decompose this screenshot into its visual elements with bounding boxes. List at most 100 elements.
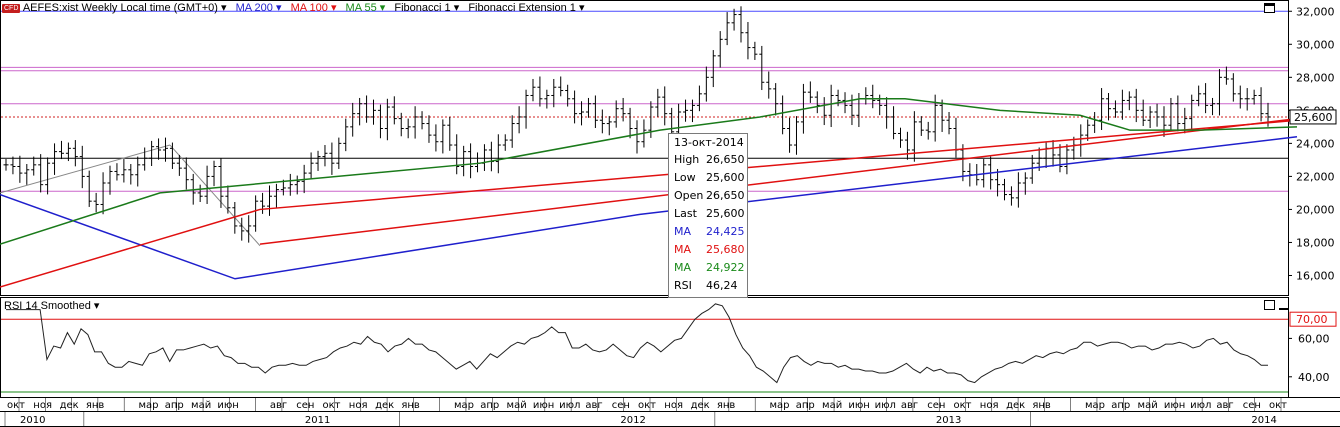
fibonacci-ext-label[interactable]: Fibonacci Extension 1 bbox=[468, 2, 576, 14]
tooltip-row: Open 26,650 bbox=[669, 189, 747, 205]
ma200-dropdown-icon[interactable]: ▾ bbox=[275, 2, 282, 14]
x-month-label: июл bbox=[875, 400, 896, 411]
tooltip-row: MA 25,680 bbox=[669, 243, 747, 259]
fibonacci-ext-line bbox=[169, 144, 261, 247]
tooltip-row: Low 25,600 bbox=[669, 171, 747, 187]
tooltip-label: Open bbox=[674, 189, 704, 202]
tooltip-row: High 26,650 bbox=[669, 153, 747, 169]
x-month-label: дек bbox=[1006, 400, 1025, 411]
x-year-label: 2014 bbox=[1251, 415, 1276, 426]
x-month-label: сен bbox=[612, 400, 630, 411]
tooltip-value: 26,650 bbox=[706, 189, 745, 202]
x-month-label: янв bbox=[1032, 400, 1051, 411]
x-year-label: 2012 bbox=[620, 415, 645, 426]
tooltip-row: RSI 46,24 bbox=[669, 279, 747, 295]
data-tooltip: 13-окт-2014 High 26,650 Low 25,600 Open 26,65… bbox=[668, 133, 748, 298]
tooltip-label: Last bbox=[674, 207, 697, 220]
x-month-label: дек bbox=[691, 400, 710, 411]
y-tick-label: 20,000 bbox=[1296, 203, 1335, 216]
price-plot: 16,00018,00020,00022,00024,00026,00028,0… bbox=[0, 5, 1337, 288]
x-month-label: июл bbox=[559, 400, 580, 411]
tooltip-date: 13-окт-2014 bbox=[674, 136, 744, 149]
x-month-label: май bbox=[1138, 400, 1158, 411]
tooltip-label: MA bbox=[674, 243, 692, 256]
y-tick-label: 24,000 bbox=[1296, 137, 1335, 150]
rsi-plot: 40,00 60,00 70,00 bbox=[1, 303, 1337, 393]
x-month-label: июн bbox=[848, 400, 869, 411]
ma100-label[interactable]: MA 100 bbox=[290, 2, 328, 14]
last-price-label: 25,600 bbox=[1294, 111, 1333, 124]
ma55-label[interactable]: MA 55 bbox=[345, 2, 377, 14]
rsi-maximize-button[interactable] bbox=[1264, 300, 1275, 310]
tooltip-value: 46,24 bbox=[706, 279, 738, 292]
tooltip-label: RSI bbox=[674, 279, 692, 292]
rsi-line bbox=[6, 303, 1268, 384]
ma100-dropdown-icon[interactable]: ▾ bbox=[330, 2, 337, 14]
x-month-label: янв bbox=[717, 400, 736, 411]
rsi-label[interactable]: RSI 14 Smoothed bbox=[4, 300, 91, 312]
x-month-label: июн bbox=[1164, 400, 1185, 411]
x-axis: окт ноя дек янв мар апр май июн авг сен окт ноя дек я… bbox=[4, 398, 1287, 426]
rsi-70-box bbox=[1289, 311, 1337, 327]
x-month-label: янв bbox=[401, 400, 420, 411]
y-tick-label: 16,000 bbox=[1296, 269, 1335, 282]
tooltip-row: Last 25,600 bbox=[669, 207, 747, 223]
x-month-label: мар bbox=[1085, 400, 1105, 411]
x-month-label: окт bbox=[323, 400, 341, 411]
symbol-title[interactable]: AEFES:xist Weekly Local time (GMT+0) bbox=[22, 2, 218, 14]
x-month-label: ноя bbox=[33, 400, 52, 411]
ma200-line bbox=[0, 136, 1298, 280]
x-month-label: апр bbox=[480, 400, 499, 411]
x-month-label: дек bbox=[375, 400, 394, 411]
tooltip-value: 25,680 bbox=[706, 243, 745, 256]
x-month-label: окт bbox=[954, 400, 972, 411]
x-month-label: авг bbox=[901, 400, 918, 411]
ma100-line bbox=[0, 119, 1298, 288]
symbol-dropdown-icon[interactable]: ▾ bbox=[221, 2, 227, 14]
tooltip-value: 24,425 bbox=[706, 225, 745, 238]
x-month-label: авг bbox=[270, 400, 287, 411]
rsi-y-tick-label: 40,00 bbox=[1298, 371, 1330, 384]
x-year-label: 2013 bbox=[936, 415, 961, 426]
x-month-label: янв bbox=[86, 400, 105, 411]
y-tick-label: 22,000 bbox=[1296, 170, 1335, 183]
cfd-badge: CFD bbox=[2, 4, 21, 13]
tooltip-label: MA bbox=[674, 225, 692, 238]
x-year-label: 2011 bbox=[305, 415, 330, 426]
ma55-line bbox=[0, 98, 1298, 245]
x-month-label: авг bbox=[585, 400, 602, 411]
fibonacci-line bbox=[0, 144, 171, 194]
rsi-y-tick-label: 60,00 bbox=[1298, 332, 1330, 345]
tooltip-label: High bbox=[674, 153, 700, 166]
fibonacci-label[interactable]: Fibonacci 1 bbox=[394, 2, 451, 14]
x-month-label: июн bbox=[533, 400, 554, 411]
x-month-label: июн bbox=[217, 400, 238, 411]
x-month-label: ноя bbox=[980, 400, 999, 411]
last-price-box bbox=[1289, 109, 1337, 125]
x-month-label: авг bbox=[1216, 400, 1233, 411]
x-month-label: сен bbox=[927, 400, 945, 411]
tooltip-value: 25,600 bbox=[706, 171, 745, 184]
fibonacci-dropdown-icon[interactable]: ▾ bbox=[453, 2, 460, 14]
price-panel-frame bbox=[0, 0, 1289, 296]
x-month-label: окт bbox=[7, 400, 25, 411]
ma55-dropdown-icon[interactable]: ▾ bbox=[379, 2, 386, 14]
y-tick-label: 32,000 bbox=[1296, 5, 1335, 18]
x-month-label: ноя bbox=[349, 400, 368, 411]
tooltip-row: MA 24,425 bbox=[669, 225, 747, 241]
x-month-label: дек bbox=[60, 400, 79, 411]
fibonacci-ext-dropdown-icon[interactable]: ▾ bbox=[579, 2, 585, 14]
rsi-70-label: 70,00 bbox=[1296, 313, 1328, 326]
x-month-label: ноя bbox=[664, 400, 683, 411]
ma200-label[interactable]: MA 200 bbox=[235, 2, 273, 14]
tooltip-value: 24,922 bbox=[706, 261, 745, 274]
rsi-dropdown-icon[interactable]: ▾ bbox=[93, 300, 100, 312]
x-month-label: окт bbox=[1269, 400, 1287, 411]
tooltip-value: 26,650 bbox=[706, 153, 745, 166]
price-maximize-button[interactable] bbox=[1264, 3, 1275, 13]
extension-red-line bbox=[259, 117, 1298, 245]
y-tick-label: 28,000 bbox=[1296, 71, 1335, 84]
y-tick-label: 18,000 bbox=[1296, 236, 1335, 249]
x-month-label: сен bbox=[296, 400, 314, 411]
